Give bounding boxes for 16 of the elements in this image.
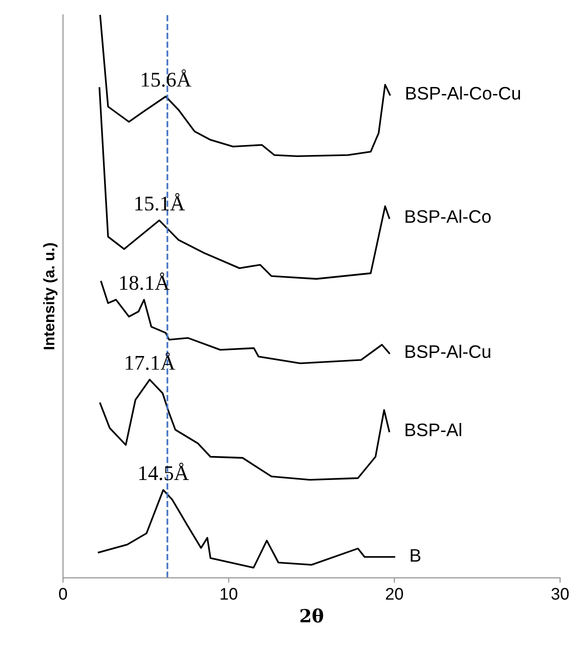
series-label: BSP-Al-Co-Cu <box>406 86 520 100</box>
series-label: BSP-Al-Cu <box>406 344 490 358</box>
y-axis-title: Intensity (a. u.) <box>43 243 58 350</box>
annotation: 18.1Å <box>120 272 170 290</box>
x-tick-label: 10 <box>220 588 238 600</box>
series-label: BSP-Al <box>406 423 462 436</box>
x-tick-label: 0 <box>59 588 67 600</box>
x-tick-label: 20 <box>386 588 404 600</box>
annotation: 15.6Å <box>142 69 192 87</box>
annotation: 14.5Å <box>139 462 189 480</box>
annotation: 17.1Å <box>126 352 176 370</box>
x-tick-label: 30 <box>551 588 569 600</box>
x-axis-title: 2θ <box>300 608 324 623</box>
series-label: BSP-Al-Co <box>406 210 491 223</box>
series-label: B <box>410 549 420 562</box>
annotation: 15.1Å <box>135 193 185 211</box>
